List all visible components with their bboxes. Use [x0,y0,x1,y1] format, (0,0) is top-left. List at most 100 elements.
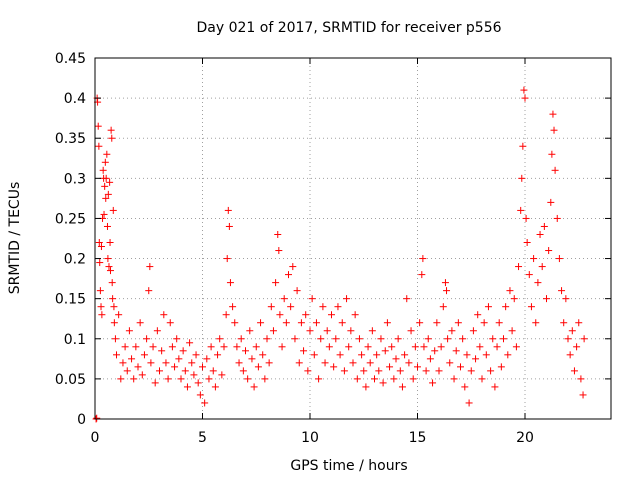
data-point [467,367,475,375]
data-point [136,319,144,327]
data-point [119,359,127,367]
data-point [199,363,206,371]
data-point [353,375,361,383]
data-point [109,206,117,214]
data-point [429,379,437,387]
data-point [95,142,103,150]
data-point [518,174,526,182]
data-point [257,319,265,327]
data-point [186,339,194,347]
data-point [282,319,290,327]
data-point [500,335,507,343]
data-point [276,311,284,319]
data-point [371,375,378,383]
data-point [315,375,323,383]
data-point [108,279,116,287]
data-point [265,359,273,367]
data-point [577,375,585,383]
data-point [332,335,340,343]
data-point [175,355,183,363]
data-point [300,347,308,355]
data-point [515,263,523,271]
data-point [388,343,396,351]
data-point [319,303,327,311]
data-point [489,335,497,343]
x-tick-label: 20 [516,430,534,446]
data-point [407,327,415,335]
data-point [545,247,553,255]
data-point [355,335,363,343]
data-point [536,230,544,238]
data-point [364,343,372,351]
data-point [263,335,271,343]
data-point [512,343,520,351]
data-point [358,351,366,359]
data-point [132,343,140,351]
data-point [104,190,112,198]
data-point [560,319,568,327]
data-point [166,319,174,327]
y-axis-ticks: 0 0.05 0.1 0.15 0.2 0.25 0.3 0.35 0.4 0.45 [55,51,611,428]
data-point [519,142,527,150]
data-point [403,295,411,303]
data-point [390,375,398,383]
data-point [101,158,109,166]
data-point [534,279,542,287]
data-point [336,351,344,359]
data-point [302,311,310,319]
data-point [226,279,234,287]
data-point [323,327,331,335]
data-point [233,343,241,351]
data-point [280,295,288,303]
data-point [349,359,357,367]
data-point [272,279,280,287]
data-point [220,343,228,351]
data-point [254,363,262,371]
data-point [179,347,187,355]
data-point [368,327,376,335]
data-point [416,319,424,327]
data-point [188,359,196,367]
data-point [214,351,222,359]
data-point [446,359,454,367]
chart-title: Day 021 of 2017, SRMTID for receiver p55… [196,20,501,36]
data-point [538,263,546,271]
y-tick-label: 0.45 [55,51,86,67]
data-point [491,383,499,391]
data-point [553,214,561,222]
data-point [183,383,191,391]
data-point [235,359,243,367]
data-point [110,303,118,311]
x-tick-label: 15 [409,430,427,446]
data-point [418,271,426,279]
data-point [267,303,275,311]
data-point [405,359,413,367]
data-point [246,327,254,335]
data-point [459,335,467,343]
data-point [252,343,260,351]
data-point [448,327,456,335]
data-point [340,367,348,375]
data-point [426,355,434,363]
data-point [523,239,531,247]
data-point [506,287,514,295]
data-point [431,347,439,355]
data-point [130,375,138,383]
data-point [463,351,471,359]
data-point [562,295,570,303]
data-point [334,303,342,311]
data-point [547,198,555,206]
data-point [497,363,505,371]
data-point [487,367,495,375]
data-point [543,295,550,303]
data-point [97,303,105,311]
data-point [143,335,151,343]
data-point [570,367,578,375]
data-point [156,367,163,375]
data-point [105,263,113,271]
data-point [401,351,409,359]
data-point [450,375,458,383]
y-tick-label: 0.05 [55,372,86,388]
data-point [134,363,142,371]
data-point [164,375,172,383]
